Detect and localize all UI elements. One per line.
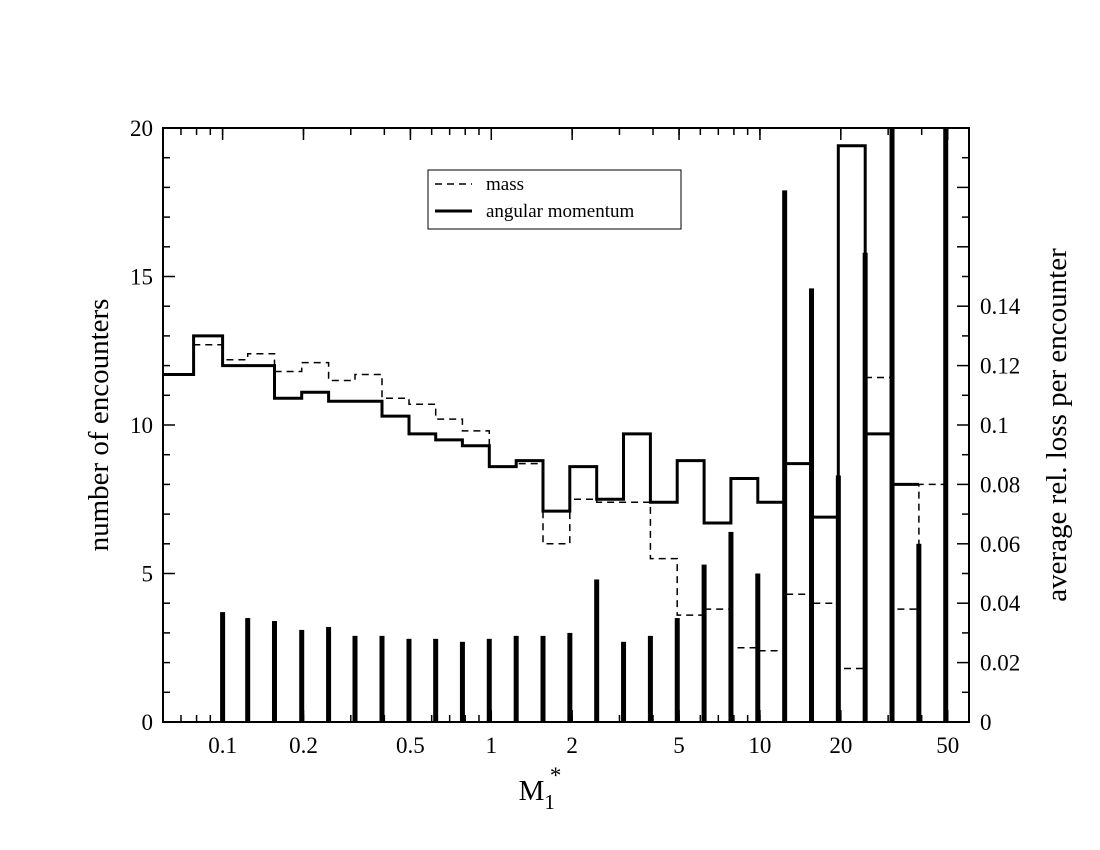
legend: mass angular momentum bbox=[427, 169, 682, 230]
bar bbox=[567, 632, 573, 722]
y-left-tick-label: 10 bbox=[130, 413, 153, 438]
bar bbox=[220, 612, 226, 722]
bar bbox=[916, 543, 922, 722]
bar bbox=[299, 629, 305, 722]
bar bbox=[352, 635, 358, 722]
bar bbox=[782, 190, 788, 722]
y-right-tick-label: 0.04 bbox=[980, 591, 1021, 616]
bar bbox=[271, 621, 277, 722]
mass-series bbox=[163, 344, 946, 670]
x-tick-label: 2 bbox=[566, 733, 578, 758]
legend-angular-momentum-label: angular momentum bbox=[486, 201, 634, 222]
y-axis-left: 0 5 10 15 20 bbox=[130, 116, 175, 735]
bar bbox=[513, 635, 519, 722]
bar bbox=[674, 618, 680, 722]
x-tick-label: 10 bbox=[748, 733, 771, 758]
y-right-tick-label: 0.14 bbox=[980, 294, 1021, 319]
angular-momentum-series bbox=[163, 144, 919, 525]
y-axis-right: 0 0.02 0.04 0.06 0.08 0.1 0.12 0.14 bbox=[957, 127, 1021, 735]
bar bbox=[406, 638, 412, 722]
y-right-tick-label: 0.08 bbox=[980, 472, 1020, 497]
x-axis-title-superscript: * bbox=[550, 763, 562, 788]
legend-box bbox=[427, 169, 682, 230]
y-right-tick-label: 0.1 bbox=[980, 413, 1009, 438]
bar bbox=[943, 128, 949, 722]
x-tick-label: 0.5 bbox=[396, 733, 425, 758]
y-right-tick-label: 0.02 bbox=[980, 651, 1020, 676]
y-left-tick-label: 15 bbox=[130, 265, 153, 290]
y-left-tick-label: 0 bbox=[142, 710, 154, 735]
bar bbox=[540, 635, 546, 722]
bar bbox=[835, 475, 841, 722]
bar bbox=[379, 635, 385, 722]
bar bbox=[594, 579, 600, 722]
angular-momentum-line bbox=[163, 144, 919, 525]
bar bbox=[459, 641, 465, 722]
bar bbox=[647, 635, 653, 722]
y-left-tick-label: 20 bbox=[130, 116, 153, 141]
y-axis-left-title: number of encounters bbox=[83, 299, 115, 552]
bar bbox=[486, 638, 492, 722]
x-tick-label: 5 bbox=[673, 733, 685, 758]
bar bbox=[701, 564, 707, 722]
bar bbox=[245, 618, 251, 722]
x-tick-label: 0.2 bbox=[289, 733, 318, 758]
y-right-tick-label: 0 bbox=[980, 710, 992, 735]
mass-line bbox=[163, 344, 946, 670]
x-axis-title-main: M bbox=[519, 775, 545, 807]
bar bbox=[755, 573, 761, 722]
y-right-tick-label: 0.12 bbox=[980, 354, 1020, 379]
bar bbox=[862, 252, 868, 723]
x-tick-label: 0.1 bbox=[208, 733, 237, 758]
bar bbox=[621, 641, 627, 722]
y-right-tick-label: 0.06 bbox=[980, 532, 1020, 557]
x-axis: 0.1 0.2 0.5 1 2 5 10 20 50 bbox=[180, 128, 959, 758]
x-axis-title: M1* bbox=[519, 763, 562, 814]
bar bbox=[326, 626, 332, 722]
x-tick-label: 20 bbox=[829, 733, 852, 758]
legend-mass-label: mass bbox=[486, 174, 524, 195]
x-axis-title-subscript: 1 bbox=[544, 790, 555, 814]
x-tick-label: 1 bbox=[486, 733, 498, 758]
bar bbox=[433, 638, 439, 722]
bar bbox=[728, 531, 734, 722]
y-left-tick-label: 5 bbox=[142, 562, 154, 587]
y-axis-right-title: average rel. loss per encounter bbox=[1041, 248, 1073, 602]
x-tick-label: 50 bbox=[936, 733, 959, 758]
